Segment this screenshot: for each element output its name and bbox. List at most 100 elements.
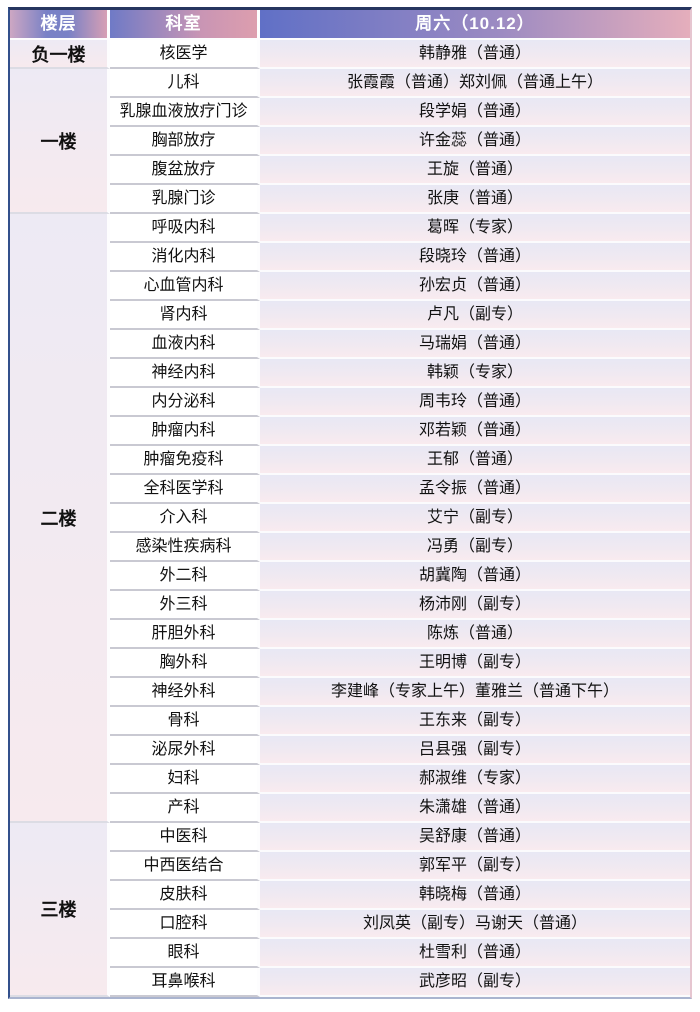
- schedule-cell: 张庚（普通）: [260, 185, 690, 214]
- department-cell: 心血管内科: [110, 272, 260, 301]
- department-cell: 产科: [110, 794, 260, 823]
- table-row: 口腔科 刘凤英（副专）马谢天（普通）: [10, 910, 690, 939]
- table-row: 外三科 杨沛刚（副专）: [10, 591, 690, 620]
- schedule-cell: 王东来（副专）: [260, 707, 690, 736]
- department-cell: 胸外科: [110, 649, 260, 678]
- floor-column-header: 楼层: [10, 10, 110, 40]
- table-row: 一楼 儿科 张霞霞（普通）郑刘佩（普通上午）: [10, 69, 690, 214]
- table-row: 眼科 杜雪利（普通）: [10, 939, 690, 968]
- table-row: 神经内科 韩颖（专家）: [10, 359, 690, 388]
- table-row: 二楼 呼吸内科 葛晖（专家）: [10, 214, 690, 823]
- table-row: 胸部放疗 许金蕊（普通）: [10, 127, 690, 156]
- table-row: 肿瘤内科 邓若颖（普通）: [10, 417, 690, 446]
- schedule-cell: 吴舒康（普通）: [260, 823, 690, 852]
- table-row: 泌尿外科 吕县强（副专）: [10, 736, 690, 765]
- department-cell: 肾内科: [110, 301, 260, 330]
- floor-cell: 一楼: [10, 69, 110, 214]
- schedule-cell: 韩静雅（普通）: [260, 40, 690, 69]
- department-cell: 眼科: [110, 939, 260, 968]
- department-cell: 外二科: [110, 562, 260, 591]
- table-row: 感染性疾病科 冯勇（副专）: [10, 533, 690, 562]
- table-row: 乳腺门诊 张庚（普通）: [10, 185, 690, 214]
- department-cell: 血液内科: [110, 330, 260, 359]
- schedule-cell: 王明博（副专）: [260, 649, 690, 678]
- table-row: 心血管内科 孙宏贞（普通）: [10, 272, 690, 301]
- department-cell: 感染性疾病科: [110, 533, 260, 562]
- schedule-cell: 杜雪利（普通）: [260, 939, 690, 968]
- department-cell: 消化内科: [110, 243, 260, 272]
- department-cell: 皮肤科: [110, 881, 260, 910]
- department-column-header: 科室: [110, 10, 260, 40]
- department-cell: 中西医结合: [110, 852, 260, 881]
- schedule-cell: 段晓玲（普通）: [260, 243, 690, 272]
- table-row: 腹盆放疗 王旋（普通）: [10, 156, 690, 185]
- table-row: 内分泌科 周韦玲（普通）: [10, 388, 690, 417]
- table-row: 外二科 胡冀陶（普通）: [10, 562, 690, 591]
- department-cell: 内分泌科: [110, 388, 260, 417]
- schedule-cell: 孟令振（普通）: [260, 475, 690, 504]
- department-cell: 乳腺血液放疗门诊: [110, 98, 260, 127]
- table-row: 消化内科 段晓玲（普通）: [10, 243, 690, 272]
- schedule-cell: 周韦玲（普通）: [260, 388, 690, 417]
- schedule-cell: 胡冀陶（普通）: [260, 562, 690, 591]
- department-cell: 骨科: [110, 707, 260, 736]
- department-cell: 神经内科: [110, 359, 260, 388]
- table-row: 介入科 艾宁（副专）: [10, 504, 690, 533]
- schedule-cell: 郭军平（副专）: [260, 852, 690, 881]
- schedule-cell: 韩颖（专家）: [260, 359, 690, 388]
- table-row: 皮肤科 韩晓梅（普通）: [10, 881, 690, 910]
- schedule-cell: 艾宁（副专）: [260, 504, 690, 533]
- schedule-cell: 卢凡（副专）: [260, 301, 690, 330]
- table-row: 肾内科 卢凡（副专）: [10, 301, 690, 330]
- table-row: 血液内科 马瑞娟（普通）: [10, 330, 690, 359]
- floor-cell: 二楼: [10, 214, 110, 823]
- schedule-cell: 马瑞娟（普通）: [260, 330, 690, 359]
- department-cell: 外三科: [110, 591, 260, 620]
- table-row: 产科 朱潇雄（普通）: [10, 794, 690, 823]
- schedule-cell: 陈炼（普通）: [260, 620, 690, 649]
- table-row: 三楼 中医科 吴舒康（普通）: [10, 823, 690, 997]
- department-cell: 神经外科: [110, 678, 260, 707]
- table-row: 中西医结合 郭军平（副专）: [10, 852, 690, 881]
- table-row: 神经外科 李建峰（专家上午）董雅兰（普通下午）: [10, 678, 690, 707]
- schedule-cell: 朱潇雄（普通）: [260, 794, 690, 823]
- header-row: 楼层 科室 周六（10.12）: [10, 10, 690, 40]
- floor-cell: 三楼: [10, 823, 110, 997]
- department-cell: 腹盆放疗: [110, 156, 260, 185]
- table-row: 妇科 郝淑维（专家）: [10, 765, 690, 794]
- table-row: 耳鼻喉科 武彦昭（副专）: [10, 968, 690, 997]
- schedule-table: 楼层 科室 周六（10.12） 负一楼 核医学 韩静雅（普通） 一楼 儿科 张霞霞（普通）…: [8, 7, 692, 999]
- schedule-cell: 冯勇（副专）: [260, 533, 690, 562]
- day-column-header: 周六（10.12）: [260, 10, 690, 40]
- schedule-cell: 郝淑维（专家）: [260, 765, 690, 794]
- table-row: 负一楼 核医学 韩静雅（普通）: [10, 40, 690, 69]
- department-cell: 口腔科: [110, 910, 260, 939]
- department-cell: 儿科: [110, 69, 260, 98]
- schedule-cell: 武彦昭（副专）: [260, 968, 690, 997]
- schedule-cell: 王旋（普通）: [260, 156, 690, 185]
- department-cell: 呼吸内科: [110, 214, 260, 243]
- department-cell: 泌尿外科: [110, 736, 260, 765]
- schedule-cell: 刘凤英（副专）马谢天（普通）: [260, 910, 690, 939]
- department-cell: 肿瘤免疫科: [110, 446, 260, 475]
- department-cell: 中医科: [110, 823, 260, 852]
- department-cell: 全科医学科: [110, 475, 260, 504]
- table-row: 骨科 王东来（副专）: [10, 707, 690, 736]
- floor-cell: 负一楼: [10, 40, 110, 69]
- schedule-cell: 王郁（普通）: [260, 446, 690, 475]
- schedule-cell: 杨沛刚（副专）: [260, 591, 690, 620]
- schedule-cell: 韩晓梅（普通）: [260, 881, 690, 910]
- schedule-cell: 张霞霞（普通）郑刘佩（普通上午）: [260, 69, 690, 98]
- department-cell: 乳腺门诊: [110, 185, 260, 214]
- schedule-cell: 段学娟（普通）: [260, 98, 690, 127]
- table-row: 胸外科 王明博（副专）: [10, 649, 690, 678]
- department-cell: 耳鼻喉科: [110, 968, 260, 997]
- department-cell: 介入科: [110, 504, 260, 533]
- table-row: 全科医学科 孟令振（普通）: [10, 475, 690, 504]
- schedule-cell: 邓若颖（普通）: [260, 417, 690, 446]
- department-cell: 妇科: [110, 765, 260, 794]
- schedule-cell: 吕县强（副专）: [260, 736, 690, 765]
- department-cell: 肿瘤内科: [110, 417, 260, 446]
- department-cell: 肝胆外科: [110, 620, 260, 649]
